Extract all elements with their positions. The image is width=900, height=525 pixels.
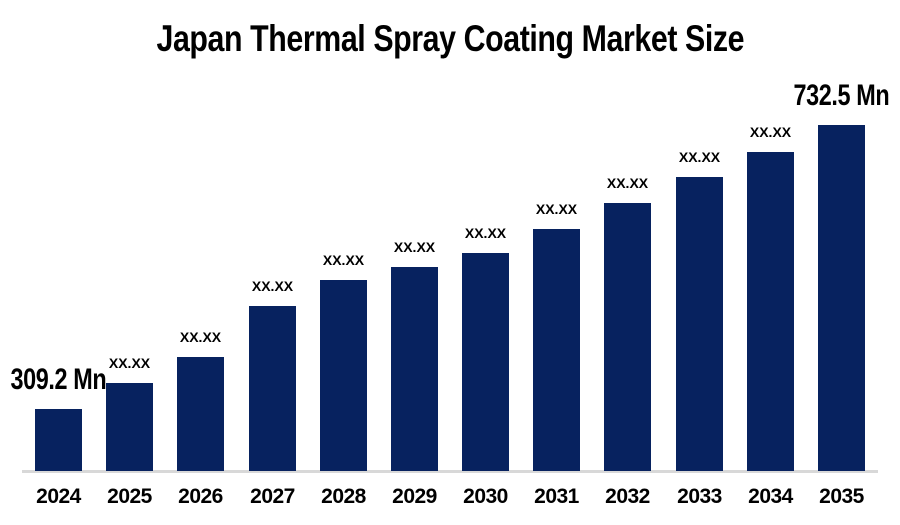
bar-2033 — [676, 177, 723, 471]
bar-value-text: 732.5 Mn — [793, 79, 890, 112]
x-axis-label-2026: 2026 — [178, 485, 223, 508]
x-axis-label-2033: 2033 — [677, 485, 722, 508]
bar-value-text: 309.2 Mn — [10, 363, 107, 396]
bar-value-label-2034: XX.XX — [701, 124, 841, 140]
bar-2026 — [177, 357, 224, 471]
bar-value-text: XX.XX — [606, 175, 649, 191]
bar-value-label-2035: 732.5 Mn — [772, 79, 900, 113]
x-axis-label-2031: 2031 — [534, 485, 579, 508]
bar-value-text: XX.XX — [393, 239, 436, 255]
x-axis-line — [22, 470, 878, 473]
x-axis-label-2029: 2029 — [392, 485, 437, 508]
bar-2027 — [249, 306, 296, 471]
x-axis-label-2028: 2028 — [321, 485, 366, 508]
bar-value-label-2031: XX.XX — [487, 201, 627, 217]
x-axis-label-2025: 2025 — [107, 485, 152, 508]
bar-value-text: XX.XX — [179, 329, 222, 345]
bar-2030 — [462, 253, 509, 471]
bar-2024 — [35, 409, 82, 471]
bar-value-text: XX.XX — [678, 149, 721, 165]
bar-2029 — [391, 267, 438, 471]
bar-value-label-2026: XX.XX — [131, 329, 271, 345]
x-axis-label-2024: 2024 — [36, 485, 81, 508]
bar-value-label-2024: 309.2 Mn — [0, 363, 129, 397]
bar-value-label-2032: XX.XX — [558, 175, 698, 191]
bar-value-text: XX.XX — [749, 124, 792, 140]
bar-2028 — [320, 280, 367, 471]
bar-value-label-2029: XX.XX — [345, 239, 485, 255]
bar-value-text: XX.XX — [535, 201, 578, 217]
bar-value-label-2028: XX.XX — [274, 252, 414, 268]
bar-2031 — [533, 229, 580, 471]
bar-2025 — [106, 383, 153, 471]
bar-2034 — [747, 152, 794, 471]
bar-2035 — [818, 125, 865, 471]
x-axis-label-2034: 2034 — [748, 485, 793, 508]
bar-value-label-2030: XX.XX — [416, 225, 556, 241]
chart-title: Japan Thermal Spray Coating Market Size — [156, 18, 744, 59]
x-axis-label-2032: 2032 — [605, 485, 650, 508]
bar-value-text: XX.XX — [251, 278, 294, 294]
chart-title-row: Japan Thermal Spray Coating Market Size — [0, 18, 900, 60]
bar-value-label-2033: XX.XX — [630, 149, 770, 165]
bar-value-label-2025: XX.XX — [60, 355, 200, 371]
x-axis-label-2030: 2030 — [463, 485, 508, 508]
x-axis-label-2027: 2027 — [250, 485, 295, 508]
bar-2032 — [604, 203, 651, 471]
bar-value-text: XX.XX — [464, 225, 507, 241]
bar-value-text: XX.XX — [108, 355, 151, 371]
bar-value-label-2027: XX.XX — [203, 278, 343, 294]
bar-value-text: XX.XX — [322, 252, 365, 268]
x-axis-label-2035: 2035 — [819, 485, 864, 508]
